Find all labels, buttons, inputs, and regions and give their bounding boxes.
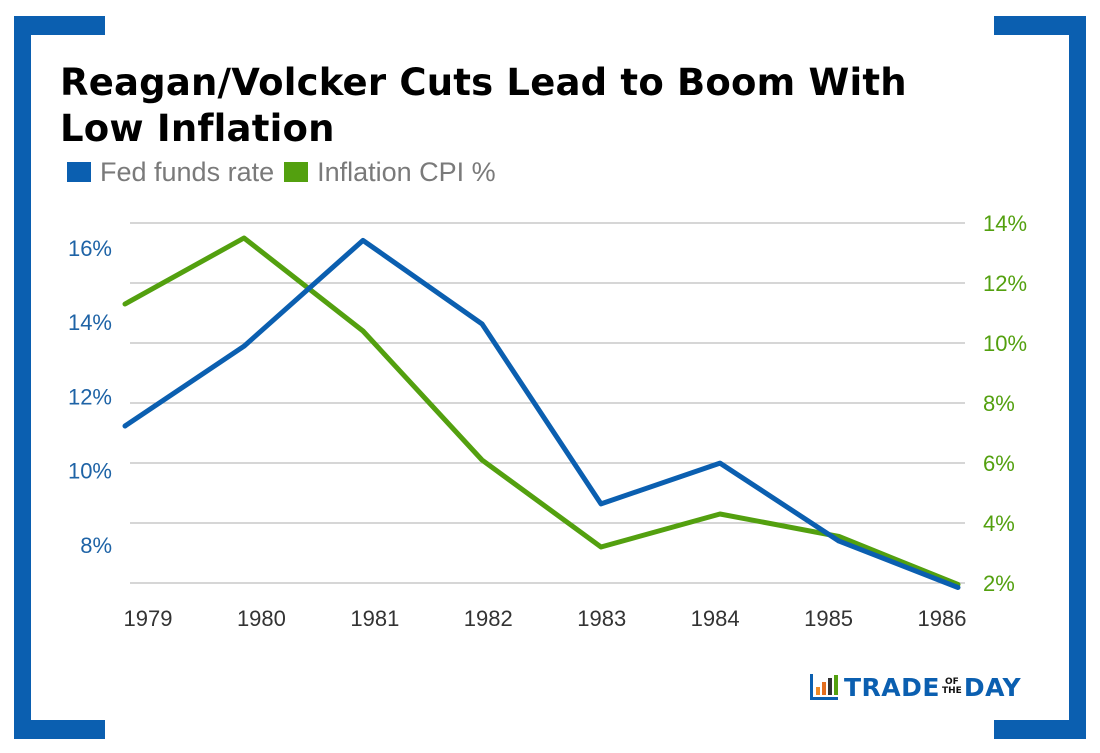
logo-of-the: OF THE xyxy=(942,678,962,696)
right-axis-tick-label: 12% xyxy=(983,271,1027,296)
right-axis-tick-label: 10% xyxy=(983,331,1027,356)
right-axis-tick-label: 14% xyxy=(983,211,1027,236)
x-axis-tick-label: 1982 xyxy=(464,606,513,631)
chart-title-line-2: Low Inflation xyxy=(60,107,335,150)
right-axis-tick-label: 6% xyxy=(983,451,1015,476)
x-axis-tick-label: 1980 xyxy=(237,606,286,631)
frame-bracket-right-v xyxy=(1069,16,1086,739)
trade-of-the-day-logo: TRADE OF THE DAY xyxy=(810,670,1021,704)
chart-title: Reagan/Volcker Cuts Lead to Boom With Lo… xyxy=(60,60,960,152)
legend-label-inflation: Inflation CPI % xyxy=(317,156,496,187)
bar-chart-icon xyxy=(810,674,838,700)
logo-the: THE xyxy=(941,686,962,696)
left-axis-tick-label: 10% xyxy=(68,459,112,484)
right-axis-tick-label: 4% xyxy=(983,511,1015,536)
left-axis-tick-label: 16% xyxy=(68,236,112,261)
legend-swatch-inflation xyxy=(284,162,309,182)
frame-bracket-left-v xyxy=(14,16,31,739)
frame-bracket-top-left-h xyxy=(14,16,105,35)
legend-label-fed-funds: Fed funds rate xyxy=(100,156,275,187)
x-axis-tick-label: 1981 xyxy=(350,606,399,631)
x-axis-tick-label: 1986 xyxy=(918,606,967,631)
left-axis-tick-label: 12% xyxy=(68,384,112,409)
frame-bracket-top-right-h xyxy=(994,16,1086,35)
x-axis-tick-label: 1979 xyxy=(124,606,173,631)
legend: Fed funds rate Inflation CPI % xyxy=(67,156,506,188)
left-axis-tick-label: 8% xyxy=(80,533,112,558)
x-axis-tick-label: 1985 xyxy=(804,606,853,631)
series-line-inflation-cpi xyxy=(122,235,961,587)
legend-item-inflation: Inflation CPI % xyxy=(284,157,496,188)
legend-item-fed-funds: Fed funds rate xyxy=(67,157,274,188)
right-axis-tick-label: 2% xyxy=(983,571,1015,596)
chart-title-line-1: Reagan/Volcker Cuts Lead to Boom With xyxy=(60,61,907,104)
left-axis-tick-label: 14% xyxy=(68,310,112,335)
frame-bracket-bottom-right-h xyxy=(994,720,1086,739)
x-axis-tick-label: 1983 xyxy=(577,606,626,631)
frame-bracket-bottom-left-h xyxy=(14,720,105,739)
logo-word-day: DAY xyxy=(963,672,1022,702)
legend-swatch-fed-funds xyxy=(67,162,91,182)
series-line-fed-funds-rate xyxy=(122,237,961,590)
logo-of: OF xyxy=(944,677,959,687)
logo-word-trade: TRADE xyxy=(844,672,940,702)
x-axis-tick-label: 1984 xyxy=(691,606,740,631)
right-axis-tick-label: 8% xyxy=(983,391,1015,416)
